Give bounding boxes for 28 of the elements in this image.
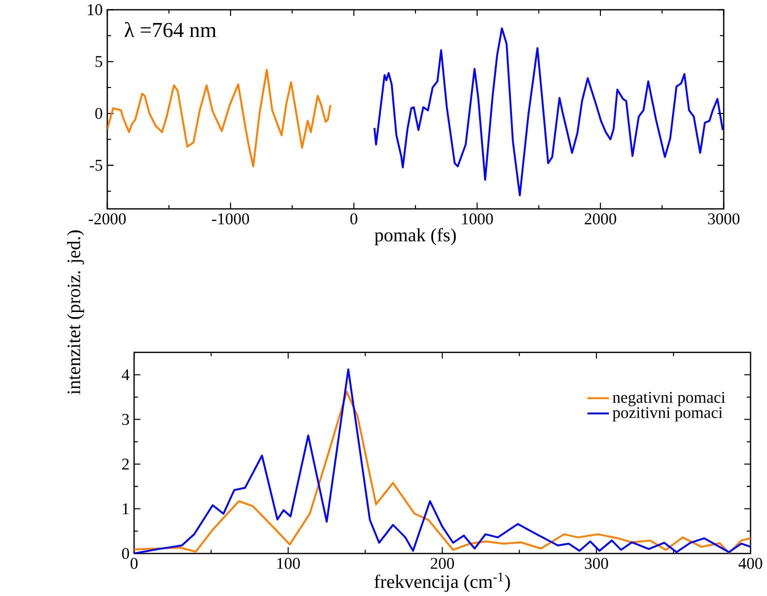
y-tick-label: 0 — [122, 548, 130, 559]
line-series — [107, 68, 332, 168]
x-tick-label: 0 — [130, 558, 138, 569]
annotation: λ =764 nm — [124, 22, 216, 38]
line-series — [373, 27, 724, 196]
x-tick-label: 300 — [584, 558, 608, 569]
x-tick-label: -1000 — [212, 213, 250, 224]
y-tick-label: 4 — [122, 369, 130, 380]
y-tick-label: 2 — [122, 458, 129, 470]
y-tick-label: 0 — [95, 108, 102, 119]
x-tick-label: 200 — [430, 558, 454, 569]
legend-label: pozitivni pomaci — [612, 407, 722, 422]
x-tick-label: 1000 — [462, 213, 493, 224]
x-tick-label: -2000 — [88, 213, 126, 224]
y-tick-label: 3 — [122, 414, 129, 425]
legend-label: negativni pomaci — [612, 392, 726, 406]
y-tick-label: 1 — [122, 503, 129, 514]
x-tick-label: 400 — [738, 558, 762, 569]
x-tick-label: 3000 — [708, 213, 740, 224]
y-tick-label: 10 — [88, 4, 102, 16]
x-tick-label: 0 — [350, 213, 358, 224]
x-axis-title: pomak (fs) — [374, 228, 456, 246]
x-tick-label: 100 — [277, 558, 300, 569]
x-tick-label: 2000 — [584, 213, 616, 224]
y-tick-label: -5 — [90, 160, 102, 171]
y-tick-label: 5 — [96, 56, 102, 67]
y-axis-title: intenzitet (proiz. jed.) — [66, 230, 84, 394]
x-axis-title: frekvencija (cm$^{-1}$) — [374, 572, 510, 592]
